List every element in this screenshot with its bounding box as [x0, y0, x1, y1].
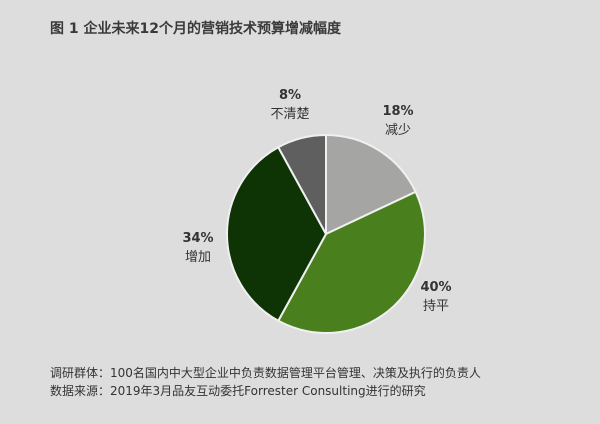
footer-source: 数据来源：2019年3月品友互动委托Forrester Consulting进行… [50, 384, 426, 398]
slice-label-increase: 34% 增加 [182, 231, 213, 265]
chart-title: 图 1 企业未来12个月的营销技术预算增减幅度 [50, 21, 341, 37]
slice-label-decrease: 18% 减少 [382, 104, 413, 138]
slice-value: 34% [182, 231, 214, 246]
footer-sample: 调研群体：100名国内中大型企业中负责数据管理平台管理、决策及执行的负责人 [50, 366, 481, 380]
slice-name: 减少 [384, 123, 411, 138]
slice-label-unclear: 8% 不清楚 [270, 88, 309, 122]
slice-name: 增加 [184, 250, 211, 265]
slice-name: 持平 [422, 299, 449, 314]
pie-slice-0 [325, 133, 417, 236]
slice-value: 8% [278, 88, 302, 103]
slice-value: 18% [382, 104, 414, 119]
pie-slice-3 [276, 133, 327, 235]
slice-value: 40% [420, 280, 452, 295]
slice-label-flat: 40% 持平 [420, 280, 451, 314]
slice-name: 不清楚 [270, 107, 310, 122]
pie-slice-1 [276, 190, 426, 334]
